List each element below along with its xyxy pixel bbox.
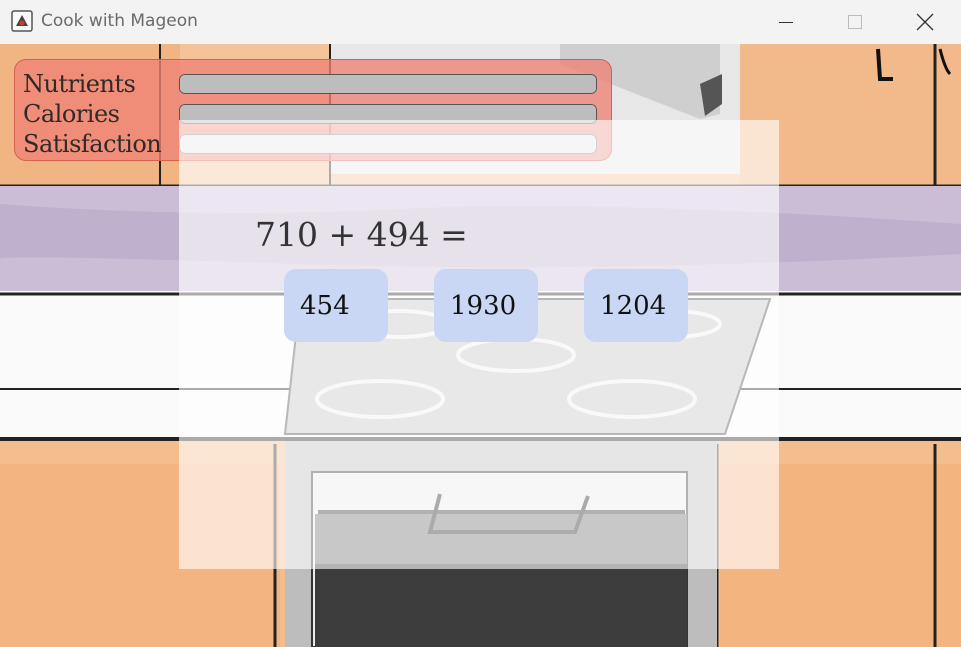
answer-button-3[interactable]: 1204 [584,269,688,342]
nutrients-progress-bar [179,74,597,94]
minimize-icon [779,22,793,23]
math-quiz-panel: 710 + 494 = 454 1930 1204 [179,120,779,569]
math-equation: 710 + 494 = [255,215,468,254]
answer-button-1[interactable]: 454 [284,269,388,342]
maximize-button[interactable] [820,0,890,44]
window-title: Cook with Mageon [41,11,198,31]
minimize-button[interactable] [751,0,821,44]
close-button[interactable] [890,0,960,44]
nutrients-label: Nutrients [23,70,136,98]
app-icon [11,10,33,32]
title-bar: Cook with Mageon [0,0,961,45]
close-icon [916,13,934,31]
answer-button-2[interactable]: 1930 [434,269,538,342]
maximize-icon [848,15,862,29]
satisfaction-label: Satisfaction [23,130,162,158]
calories-label: Calories [23,100,120,128]
calories-progress-fill [180,105,596,123]
nutrients-progress-fill [180,75,596,93]
calories-progress-bar [179,104,597,124]
